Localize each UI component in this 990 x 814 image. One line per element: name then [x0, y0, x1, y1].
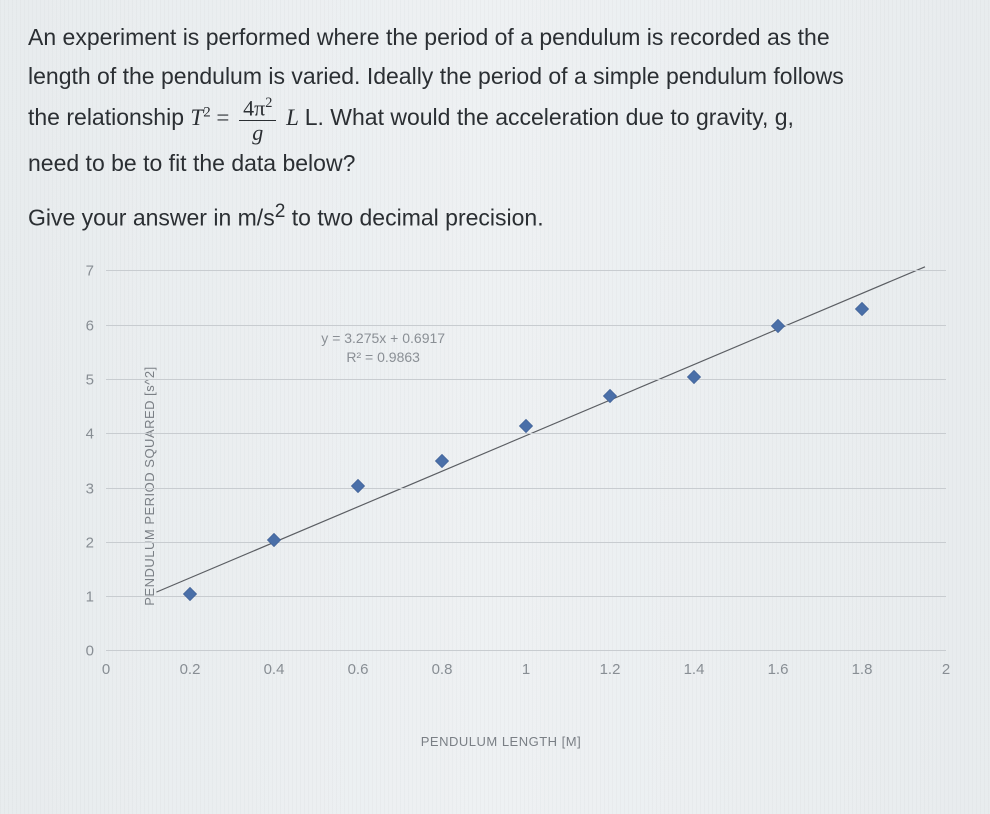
y-tick: 6	[66, 317, 106, 334]
plot-area: y = 3.275x + 0.6917 R² = 0.9863 01234567…	[106, 271, 946, 651]
y-tick: 1	[66, 589, 106, 606]
frac-denominator: g	[239, 121, 276, 144]
question-line4: need to be to fit the data below?	[28, 150, 355, 176]
x-tick: 0	[102, 651, 110, 678]
question-line3b: L. What would the acceleration due to gr…	[305, 104, 794, 130]
x-tick: 0.4	[264, 651, 285, 678]
x-tick: 0.8	[432, 651, 453, 678]
x-tick: 1.2	[600, 651, 621, 678]
gridline	[106, 379, 946, 380]
x-tick: 1.8	[852, 651, 873, 678]
x-tick: 0.2	[180, 651, 201, 678]
equation: T2 = 4π2 g L	[190, 105, 304, 130]
question-line2: length of the pendulum is varied. Ideall…	[28, 63, 844, 89]
chart: PENDULUM PERIOD SQUARED [s^2] y = 3.275x…	[36, 271, 966, 701]
question-line1: An experiment is performed where the per…	[28, 24, 830, 50]
question-text: An experiment is performed where the per…	[28, 18, 962, 183]
x-tick: 1.6	[768, 651, 789, 678]
y-tick: 5	[66, 372, 106, 389]
eq-lhs: T	[190, 105, 203, 130]
y-tick: 3	[66, 480, 106, 497]
gridline	[106, 270, 946, 271]
gridline	[106, 433, 946, 434]
instruct-b: to two decimal precision.	[285, 204, 543, 230]
trendline-svg	[106, 271, 946, 651]
gridline	[106, 325, 946, 326]
x-tick: 2	[942, 651, 950, 678]
fraction: 4π2 g	[239, 96, 276, 144]
eq-lhs-sup: 2	[203, 105, 210, 121]
x-tick: 0.6	[348, 651, 369, 678]
annot-equation: y = 3.275x + 0.6917	[321, 329, 445, 348]
y-tick: 7	[66, 263, 106, 280]
x-axis-label: PENDULUM LENGTH [M]	[421, 734, 581, 749]
x-tick: 1	[522, 651, 530, 678]
x-tick: 1.4	[684, 651, 705, 678]
instruct-a: Give your answer in m/s	[28, 204, 275, 230]
instruct-sup: 2	[275, 201, 286, 222]
gridline	[106, 488, 946, 489]
y-tick: 2	[66, 534, 106, 551]
y-tick: 0	[66, 643, 106, 660]
question-line3a: the relationship	[28, 104, 190, 130]
page-container: An experiment is performed where the per…	[0, 0, 990, 814]
gridline	[106, 542, 946, 543]
annot-rsquared: R² = 0.9863	[321, 347, 445, 366]
frac-numerator: 4π2	[239, 96, 276, 120]
instruction-text: Give your answer in m/s2 to two decimal …	[28, 201, 962, 232]
gridline	[106, 596, 946, 597]
regression-annotation: y = 3.275x + 0.6917 R² = 0.9863	[321, 329, 445, 367]
y-tick: 4	[66, 426, 106, 443]
eq-equals: =	[216, 105, 235, 130]
